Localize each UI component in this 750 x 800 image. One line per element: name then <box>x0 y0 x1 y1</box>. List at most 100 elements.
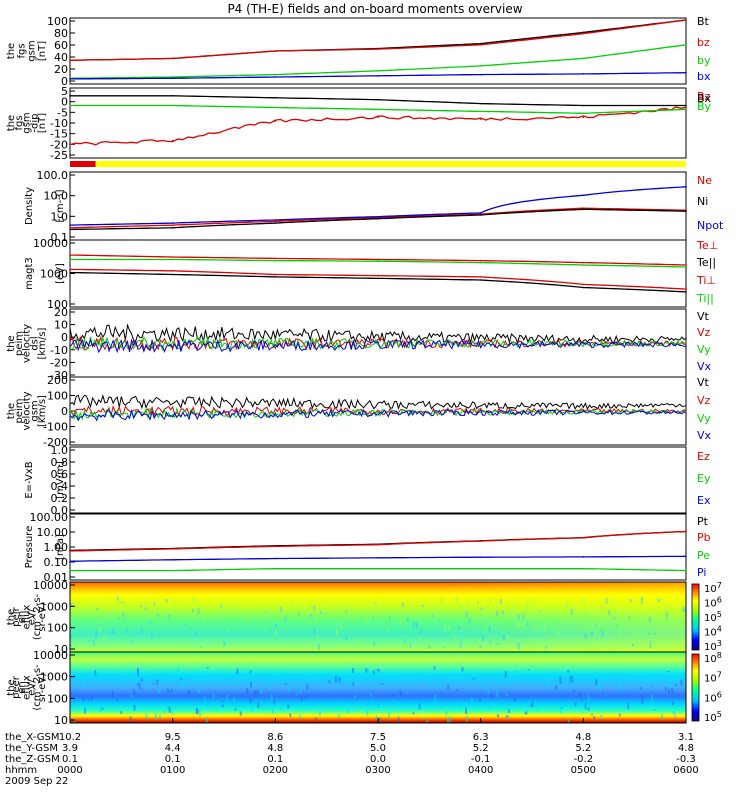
spectrogram-speckle <box>527 700 530 704</box>
colorbar-tick-label: 105 <box>704 610 722 624</box>
legend-Te⊥: Te⊥ <box>696 239 718 252</box>
colorbar-tick-label: 107 <box>704 671 722 685</box>
spectrogram-speckle <box>675 677 677 680</box>
spectrogram-speckle <box>392 693 395 697</box>
data-point <box>274 557 277 560</box>
spectrogram-speckle <box>641 676 643 683</box>
y-tick-label: 20 <box>54 63 68 76</box>
spectrogram-shade <box>70 582 686 652</box>
spectrogram-speckle <box>548 605 551 612</box>
spectrogram-speckle <box>324 612 327 614</box>
spectrogram-speckle <box>358 638 361 644</box>
legend-Ey: Ey <box>697 472 711 485</box>
spectrogram-speckle <box>247 617 250 623</box>
spectrogram-speckle <box>538 610 541 612</box>
y-axis-label: [km/s] <box>37 395 48 427</box>
spectrogram-speckle <box>415 622 418 629</box>
spectrogram-speckle <box>574 679 577 681</box>
spectrogram-speckle <box>486 606 489 608</box>
y-tick-label: 1000 <box>40 671 68 684</box>
y-tick-label: 100 <box>47 298 68 311</box>
spectrogram-speckle <box>78 639 81 646</box>
y-tick-label: 0.2 <box>51 492 69 505</box>
spectrogram-speckle <box>184 623 187 626</box>
y-tick-label: 200 <box>47 374 68 387</box>
spectrogram-speckle <box>412 712 415 715</box>
spectrogram-speckle <box>192 612 195 620</box>
data-point <box>69 227 71 229</box>
data-point <box>582 286 585 289</box>
spectrogram-speckle <box>444 626 447 632</box>
spectrogram-speckle <box>648 616 651 622</box>
y-axis-label: Pressure <box>24 526 35 569</box>
spectrogram-speckle <box>567 689 570 691</box>
spectrogram-speckle <box>399 690 402 696</box>
spectrogram-speckle <box>401 602 404 608</box>
x-axis-value: 5.0 <box>370 743 386 754</box>
y-tick-label: -30 <box>50 369 68 382</box>
data-point <box>377 274 379 277</box>
spectrogram-speckle <box>413 697 416 699</box>
data-point <box>69 258 71 261</box>
spectrogram-speckle <box>526 601 529 607</box>
legend-Bz: Bz <box>697 90 711 103</box>
spectrogram-speckle <box>130 694 133 699</box>
spectrogram-speckle <box>455 689 458 692</box>
spectrogram-speckle <box>451 672 454 677</box>
y-axis-label: (cm^2-s- <box>32 664 43 711</box>
spectrogram-speckle <box>587 701 590 703</box>
spectrogram-speckle <box>309 614 312 618</box>
spectrogram-speckle <box>288 614 291 617</box>
spectrogram-speckle <box>454 634 457 641</box>
spectrogram-speckle <box>526 621 529 627</box>
spectrogram-speckle <box>602 604 605 611</box>
data-point <box>171 95 174 97</box>
data-point <box>582 207 585 209</box>
data-point <box>171 258 174 261</box>
data-point <box>685 530 687 533</box>
spectrogram-speckle <box>497 714 500 718</box>
spectrogram-speckle <box>567 647 570 650</box>
data-point <box>582 32 585 35</box>
legend-Ez: Ez <box>697 450 710 463</box>
spectrogram-speckle <box>167 706 170 712</box>
spectrogram-speckle <box>501 616 504 622</box>
y-tick-label: -5 <box>57 106 68 119</box>
spectrogram-speckle <box>495 611 498 617</box>
spectrogram-speckle <box>639 687 642 690</box>
spectrogram-speckle <box>517 622 520 628</box>
spectrogram-speckle <box>633 671 636 678</box>
legend-Bt: Bt <box>697 15 710 28</box>
spectrogram-speckle <box>195 677 198 681</box>
legend-Te||: Te|| <box>696 256 716 269</box>
spectrogram-speckle <box>467 603 470 608</box>
spectrogram-speckle <box>82 607 85 612</box>
spectrogram-speckle <box>517 613 520 620</box>
spectrogram-speckle <box>250 681 252 688</box>
spectrogram-speckle <box>337 714 340 719</box>
data-point <box>274 76 277 78</box>
data-point <box>377 543 379 546</box>
spectrogram-speckle <box>318 710 321 717</box>
y-axis-label: en <box>16 611 27 624</box>
spectrogram-speckle <box>648 632 650 635</box>
y-tick-label: 100 <box>47 692 68 705</box>
spectrogram-speckle <box>70 644 72 647</box>
data-point <box>685 104 687 107</box>
spectrogram-speckle <box>182 678 185 685</box>
spectrogram-speckle <box>153 602 156 606</box>
spectrogram-speckle <box>375 715 378 721</box>
spectrogram-speckle <box>517 643 520 650</box>
spectrogram-speckle <box>576 644 579 651</box>
spectrogram-speckle <box>90 605 93 611</box>
legend-Pi: Pi <box>697 566 706 579</box>
spectrogram-speckle <box>641 697 644 704</box>
data-point <box>274 257 277 260</box>
spectrogram-speckle <box>614 641 616 649</box>
y-axis-label: peer <box>11 675 22 699</box>
spectrogram-speckle <box>203 615 206 622</box>
spectrogram-speckle <box>665 611 668 619</box>
x-axis-value: 5.2 <box>575 743 591 754</box>
spectrogram-speckle <box>84 708 87 714</box>
spectrogram-speckle <box>145 600 148 603</box>
